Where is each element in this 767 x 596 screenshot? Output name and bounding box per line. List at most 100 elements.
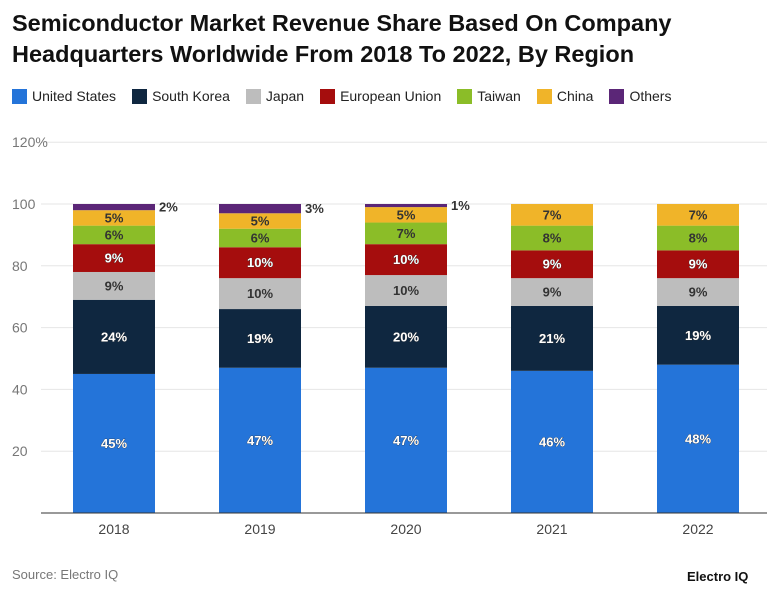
y-tick-label: 100 <box>12 196 36 212</box>
bar-segment <box>73 271 155 300</box>
bar-segment <box>511 370 593 513</box>
bar-segment <box>219 278 301 310</box>
data-label: 9% <box>543 257 562 272</box>
bar-segment <box>657 305 739 365</box>
bar-segment <box>365 244 447 276</box>
source-note: Source: Electro IQ <box>12 567 119 582</box>
legend-item[interactable]: Taiwan <box>457 88 521 104</box>
data-label: 19% <box>685 328 711 343</box>
bar-segment <box>365 222 447 245</box>
data-label: 10% <box>393 283 419 298</box>
data-label: 7% <box>543 207 562 222</box>
data-label: 9% <box>543 285 562 300</box>
data-label: 7% <box>397 226 416 241</box>
x-tick-label: 2022 <box>682 521 713 537</box>
legend-label: European Union <box>340 88 442 104</box>
legend-item[interactable]: United States <box>12 88 116 104</box>
bar-segment <box>511 225 593 251</box>
legend-swatch <box>457 88 473 104</box>
bar-segment <box>511 278 593 306</box>
y-tick-label: 20 <box>12 443 28 459</box>
bar-segment <box>511 305 593 371</box>
bar-segment <box>219 213 301 229</box>
data-label: 3% <box>305 201 324 216</box>
bar-segment <box>511 204 593 226</box>
data-label: 2% <box>159 200 178 215</box>
legend-swatch <box>320 88 336 104</box>
bar-segment <box>219 204 301 214</box>
bar-segment <box>657 278 739 306</box>
legend-item[interactable]: Others <box>609 88 671 104</box>
data-label: 5% <box>397 207 416 222</box>
legend-item[interactable]: European Union <box>320 88 441 104</box>
data-label: 48% <box>685 431 711 446</box>
legend-item[interactable]: China <box>536 88 594 104</box>
data-label: 24% <box>101 329 127 344</box>
legend-label: United States <box>32 88 117 104</box>
x-tick-label: 2021 <box>536 521 567 537</box>
y-tick-label: 80 <box>12 258 28 274</box>
data-label: 19% <box>247 331 273 346</box>
bar-segment <box>219 367 301 513</box>
data-label: 9% <box>689 257 708 272</box>
legend-swatch <box>609 88 625 104</box>
bar-segment <box>73 299 155 374</box>
data-label: 8% <box>543 230 562 245</box>
bar-segment <box>73 373 155 513</box>
bar-segment <box>219 247 301 279</box>
bar-segment <box>657 204 739 226</box>
legend-label: South Korea <box>152 88 230 104</box>
data-label: 6% <box>251 230 270 245</box>
data-label: 10% <box>247 286 273 301</box>
chart-title: Semiconductor Market Revenue Share Based… <box>12 10 672 67</box>
bar-segment <box>657 225 739 251</box>
legend-label: Taiwan <box>477 88 521 104</box>
bar-segment <box>365 275 447 306</box>
data-label: 9% <box>689 285 708 300</box>
legend-label: Japan <box>265 88 305 104</box>
y-tick-label: 120% <box>12 134 48 150</box>
bar-segment <box>365 204 447 208</box>
brand-logo: Electro IQ <box>687 569 749 584</box>
data-label: 47% <box>247 433 273 448</box>
bar-segment <box>219 228 301 248</box>
data-label: 47% <box>393 433 419 448</box>
legend-item[interactable]: Japan <box>245 88 305 104</box>
data-label: 21% <box>539 331 565 346</box>
data-label: 5% <box>105 210 124 225</box>
y-tick-label: 60 <box>12 320 28 336</box>
legend-label: China <box>556 88 594 104</box>
data-label: 6% <box>105 227 124 242</box>
data-label: 8% <box>689 230 708 245</box>
data-label: 46% <box>539 434 565 449</box>
bar-segment <box>365 305 447 368</box>
bar-segment <box>73 225 155 245</box>
x-tick-label: 2019 <box>244 521 275 537</box>
legend-item[interactable]: South Korea <box>132 88 230 104</box>
legend-swatch <box>245 88 261 104</box>
data-label: 9% <box>105 278 124 293</box>
x-tick-label: 2018 <box>98 521 129 537</box>
x-tick-label: 2020 <box>390 521 421 537</box>
data-label: 10% <box>247 255 273 270</box>
bar-segment <box>73 244 155 272</box>
data-label: 7% <box>689 207 708 222</box>
bar-segment <box>365 207 447 223</box>
data-label: 20% <box>393 329 419 344</box>
bar-segment <box>219 309 301 368</box>
legend-swatch <box>132 88 148 104</box>
bar-segment <box>657 364 739 513</box>
bar-segment <box>365 367 447 513</box>
data-label: 10% <box>393 252 419 267</box>
data-label: 1% <box>451 198 470 213</box>
data-label: 5% <box>251 213 270 228</box>
bar-segment <box>73 204 155 211</box>
bar-segment <box>73 210 155 226</box>
y-tick-label: 40 <box>12 381 28 397</box>
legend-swatch <box>536 88 552 104</box>
data-label: 45% <box>101 436 127 451</box>
legend-label: Others <box>629 88 672 104</box>
legend-swatch <box>12 88 27 104</box>
